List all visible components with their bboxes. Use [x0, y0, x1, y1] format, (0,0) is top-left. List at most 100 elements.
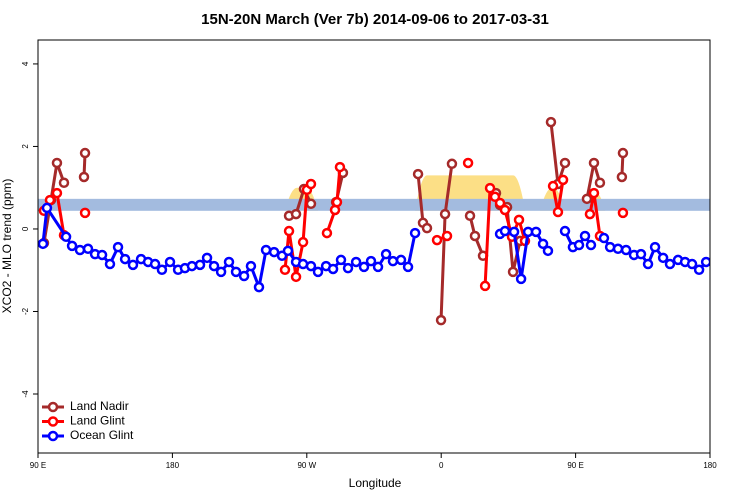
- data-point: [515, 273, 527, 285]
- data-point: [149, 258, 161, 270]
- data-point: [616, 171, 628, 183]
- data-point: [700, 256, 710, 268]
- data-point: [649, 241, 661, 253]
- data-point: [51, 157, 63, 169]
- data-point: [208, 260, 220, 272]
- data-point: [484, 182, 496, 194]
- data-point: [617, 147, 629, 159]
- data-point: [494, 197, 506, 209]
- data-point: [499, 204, 511, 216]
- data-point: [104, 258, 116, 270]
- data-point: [201, 252, 213, 264]
- data-point: [58, 177, 70, 189]
- data-point: [686, 258, 698, 270]
- data-point: [331, 196, 343, 208]
- data-point: [588, 187, 600, 199]
- data-point: [238, 270, 250, 282]
- data-point: [60, 231, 72, 243]
- legend-item: Land Glint: [42, 414, 125, 428]
- data-point: [537, 238, 549, 250]
- data-point: [657, 252, 669, 264]
- x-tick-label: 180: [166, 461, 180, 470]
- data-point: [283, 225, 295, 237]
- data-point: [41, 202, 53, 214]
- data-point: [479, 280, 491, 292]
- x-tick-label: 180: [703, 461, 717, 470]
- data-point: [431, 234, 443, 246]
- legend-label: Land Nadir: [70, 399, 129, 413]
- data-point: [365, 255, 377, 267]
- data-point: [594, 177, 606, 189]
- data-point: [279, 264, 291, 276]
- data-point: [435, 314, 447, 326]
- data-point: [194, 259, 206, 271]
- data-point: [260, 244, 272, 256]
- data-point: [547, 180, 559, 192]
- data-point: [664, 258, 676, 270]
- data-point: [51, 187, 63, 199]
- data-point: [693, 264, 705, 276]
- data-point: [387, 255, 399, 267]
- legend-item: Ocean Glint: [42, 428, 134, 442]
- data-point: [642, 258, 654, 270]
- data-point: [412, 168, 424, 180]
- data-point: [305, 260, 317, 272]
- legend-marker: [47, 401, 59, 413]
- y-tick-label: -4: [21, 390, 30, 398]
- data-point: [446, 158, 458, 170]
- x-axis-label: Longitude: [349, 476, 402, 490]
- data-point: [552, 206, 564, 218]
- data-point: [464, 210, 476, 222]
- series-line: [42, 162, 66, 244]
- y-tick-label: 2: [21, 144, 30, 149]
- series-line: [41, 203, 417, 293]
- legend-label: Land Glint: [70, 414, 125, 428]
- data-point: [358, 261, 370, 273]
- data-point: [513, 214, 525, 226]
- data-point: [584, 208, 596, 220]
- data-point: [635, 248, 647, 260]
- data-point: [462, 157, 474, 169]
- data-point: [342, 262, 354, 274]
- data-point: [335, 254, 347, 266]
- data-point: [164, 256, 176, 268]
- data-point: [186, 260, 198, 272]
- y-axis-label: XCO2 - MLO trend (ppm): [0, 179, 14, 314]
- data-point: [119, 253, 131, 265]
- data-point: [38, 238, 49, 250]
- data-point: [395, 254, 407, 266]
- data-point: [82, 243, 94, 255]
- data-point: [559, 157, 571, 169]
- data-point: [402, 261, 414, 273]
- data-point: [297, 236, 309, 248]
- data-point: [215, 266, 227, 278]
- data-point: [469, 230, 481, 242]
- data-point: [557, 174, 569, 186]
- data-point: [380, 248, 392, 260]
- data-point: [530, 226, 542, 238]
- data-point: [79, 147, 91, 159]
- y-tick-label: 4: [21, 61, 30, 66]
- x-tick-label: 90 E: [567, 461, 583, 470]
- data-point: [372, 261, 384, 273]
- data-point: [66, 240, 78, 252]
- data-point: [312, 266, 324, 278]
- data-point: [508, 226, 520, 238]
- legend-item: Land Nadir: [42, 399, 129, 413]
- data-point: [573, 239, 585, 251]
- reference-band: [38, 198, 710, 211]
- data-point: [598, 232, 610, 244]
- data-point: [350, 256, 362, 268]
- data-point: [290, 208, 302, 220]
- chart-title: 15N-20N March (Ver 7b) 2014-09-06 to 201…: [201, 11, 549, 28]
- x-tick-label: 90 E: [30, 461, 46, 470]
- data-point: [156, 264, 168, 276]
- data-point: [542, 245, 554, 257]
- data-point: [421, 222, 433, 234]
- data-point: [617, 207, 629, 219]
- data-point: [78, 171, 90, 183]
- plot-area: [38, 116, 710, 326]
- data-point: [327, 263, 339, 275]
